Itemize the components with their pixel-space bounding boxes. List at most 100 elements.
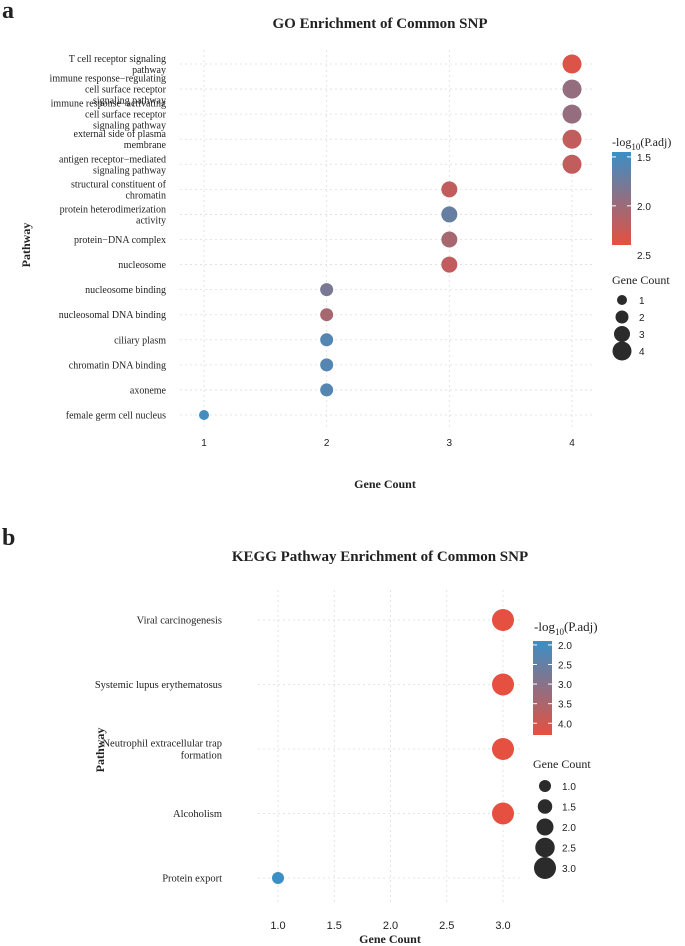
go-category-label: female germ cell nucleus: [66, 411, 166, 422]
go-point: [562, 54, 582, 74]
kegg-size-legend-label: 2.5: [562, 844, 576, 855]
go-color-legend-title: -log10(P.adj): [612, 135, 671, 152]
kegg-colorbar-tick-label: 2.5: [558, 661, 572, 672]
go-point: [441, 231, 458, 248]
kegg-colorbar-ticks: 2.0 2.5 3.0 3.5 4.0: [533, 641, 572, 730]
go-category-label: immune response−regulating cell surface r…: [50, 74, 167, 107]
kegg-x-tick-label: 2.5: [439, 920, 454, 932]
kegg-colorbar-tick-label: 2.0: [558, 641, 572, 652]
go-color-legend: -log10(P.adj) 1.5 2.0 2.5: [612, 135, 671, 262]
go-category-label: protein−DNA complex: [74, 235, 166, 246]
go-size-legend-dot: [612, 341, 632, 361]
go-category-label: axoneme: [130, 385, 167, 396]
kegg-y-axis-label: Pathway: [93, 728, 107, 773]
kegg-size-legend-dot: [539, 780, 551, 792]
kegg-category-label: Systemic lupus erythematosus: [95, 680, 222, 691]
go-category-label: protein heterodimerization activity: [60, 204, 166, 226]
kegg-point: [492, 609, 514, 631]
kegg-size-legend-title: Gene Count: [533, 757, 591, 771]
kegg-chart-title: KEGG Pathway Enrichment of Common SNP: [232, 549, 528, 565]
go-chart-title: GO Enrichment of Common SNP: [273, 16, 488, 32]
kegg-y-tick-labels: Viral carcinogenesis Systemic lupus eryth…: [95, 616, 223, 885]
go-size-legend-label: 4: [639, 347, 645, 358]
go-size-legend: Gene Count 1 2 3 4: [612, 273, 670, 361]
go-x-tick-label: 4: [569, 438, 575, 449]
go-grid: [180, 50, 595, 428]
go-x-axis-label: Gene Count: [354, 477, 416, 491]
go-colorbar-tick-label: 2.5: [637, 251, 651, 262]
go-x-tick-label: 3: [447, 438, 453, 449]
go-size-legend-label: 1: [639, 296, 645, 307]
go-point: [441, 181, 458, 198]
kegg-point: [492, 738, 514, 760]
go-x-tick-label: 2: [324, 438, 330, 449]
kegg-category-label: Protein export: [162, 874, 222, 885]
kegg-color-legend: -log10(P.adj) 2.0 2.5 3.0 3.5 4.0: [533, 619, 598, 735]
go-category-label: nucleosome binding: [85, 285, 166, 296]
kegg-size-legend-dot: [535, 837, 555, 858]
go-size-legend-label: 2: [639, 313, 645, 324]
kegg-grid: [258, 590, 522, 905]
kegg-category-label: Viral carcinogenesis: [137, 616, 222, 627]
go-category-label: ciliary plasm: [114, 335, 166, 346]
kegg-colorbar-tick-label: 4.0: [558, 719, 572, 730]
kegg-size-legend-label: 3.0: [562, 864, 576, 875]
go-size-legend-dot: [615, 310, 629, 324]
kegg-color-legend-title: -log10(P.adj): [534, 619, 598, 637]
go-point: [562, 129, 582, 149]
go-category-label: nucleosome: [118, 260, 166, 271]
go-category-label: chromatin DNA binding: [69, 360, 166, 371]
kegg-points: [272, 609, 514, 884]
go-point: [320, 283, 334, 297]
go-point: [441, 206, 458, 223]
go-size-legend-dot: [617, 295, 627, 305]
go-size-legend-label: 3: [639, 330, 645, 341]
go-point: [562, 79, 582, 99]
go-category-label: immune response−activating cell surface r…: [51, 99, 167, 132]
kegg-category-label: Neutrophil extracellular trap formation: [102, 739, 222, 762]
kegg-size-legend-label: 2.0: [562, 823, 576, 834]
kegg-colorbar-tick-label: 3.0: [558, 680, 572, 691]
kegg-colorbar-tick-label: 3.5: [558, 700, 572, 711]
kegg-size-legend: Gene Count 1.0 1.5 2.0 2.5 3.0: [533, 757, 591, 879]
go-y-axis-label: Pathway: [19, 223, 33, 268]
go-category-label: T cell receptor signaling pathway: [69, 54, 166, 76]
go-point: [562, 104, 582, 124]
kegg-point: [272, 872, 284, 884]
go-points: [199, 54, 582, 420]
kegg-size-legend-dot: [534, 857, 556, 879]
kegg-size-legend-dot: [537, 799, 553, 814]
panel-b-letter: b: [2, 525, 15, 551]
go-size-legend-dot: [614, 326, 630, 342]
kegg-x-tick-labels: 1.0 1.5 2.0 2.5 3.0: [270, 920, 510, 932]
kegg-x-tick-label: 1.5: [327, 920, 342, 932]
go-category-label: external side of plasma membrane: [74, 129, 167, 151]
kegg-x-tick-label: 3.0: [495, 920, 510, 932]
go-category-label: antigen receptor−mediated signaling pathw…: [59, 154, 166, 176]
kegg-x-axis-label: Gene Count: [359, 932, 421, 946]
go-colorbar-tick-label: 1.5: [637, 153, 651, 164]
go-size-legend-title: Gene Count: [612, 273, 670, 287]
go-point: [199, 410, 209, 420]
go-point: [441, 256, 458, 273]
kegg-size-legend-label: 1.0: [562, 782, 576, 793]
kegg-category-label: Alcoholism: [173, 809, 222, 820]
go-point: [320, 383, 334, 397]
go-x-tick-label: 1: [201, 438, 207, 449]
go-colorbar-tick-label: 2.0: [637, 202, 651, 213]
kegg-x-tick-label: 2.0: [383, 920, 398, 932]
go-x-tick-labels: 1 2 3 4: [201, 438, 575, 449]
go-point: [562, 154, 582, 174]
go-point: [320, 358, 334, 372]
go-category-label: structural constituent of chromatin: [71, 179, 167, 201]
go-point: [320, 333, 334, 347]
kegg-x-tick-label: 1.0: [270, 920, 285, 932]
go-colorbar: [612, 152, 631, 245]
kegg-size-legend-label: 1.5: [562, 803, 576, 814]
kegg-point: [492, 673, 514, 696]
kegg-colorbar: [533, 641, 552, 735]
go-point: [320, 308, 334, 322]
kegg-point: [492, 802, 514, 825]
